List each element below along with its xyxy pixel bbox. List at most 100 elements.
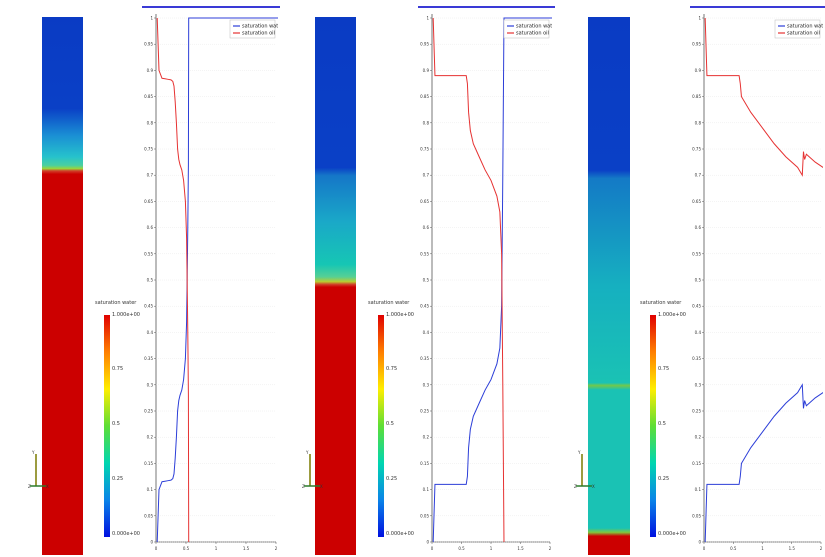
y-tick-label: 0.95 [420, 42, 429, 47]
y-tick-label: 0.65 [692, 199, 701, 204]
y-tick-label: 0.9 [147, 68, 154, 73]
legend-box [503, 19, 550, 39]
y-tick-label: 0.2 [695, 435, 702, 440]
x-tick-label: 2 [820, 546, 823, 551]
line-chart-1: 0 0.05 0.1 0.15 0.2 0.25 0.3 0.35 0.4 0.45 0.5 0.55… [144, 14, 278, 551]
y-tick-label: 1 [150, 16, 153, 21]
y-tick-label: 0.1 [423, 487, 430, 492]
axis-orientation-glyph: Y Z X [28, 450, 49, 489]
y-tick-label: 0.5 [423, 278, 430, 283]
y-tick-label: 0.3 [147, 382, 154, 387]
y-tick-label: 0.25 [420, 409, 429, 414]
axis-label-x: X [46, 484, 49, 489]
y-tick-label: 0.55 [420, 251, 429, 256]
saturation-column-1 [42, 17, 83, 555]
y-tick-label: 0.35 [144, 356, 153, 361]
colorbar-label: 0.000e+00 [658, 531, 686, 537]
colorbar-label: 0.000e+00 [386, 531, 414, 537]
y-tick-label: 0.45 [692, 304, 701, 309]
colorbar-label: 0.5 [112, 421, 120, 427]
legend-label: saturation water [787, 24, 823, 30]
y-tick-label: 0.1 [695, 487, 702, 492]
x-tick-label: 1.5 [517, 546, 524, 551]
legend-label: saturation oil [787, 31, 820, 37]
x-tick-label: 0.5 [730, 546, 737, 551]
y-tick-label: 0.9 [423, 68, 430, 73]
colorbar-label: 0.75 [112, 366, 124, 372]
axis-label-z: Z [302, 484, 305, 489]
y-tick-label: 0.35 [420, 356, 429, 361]
axis-label-z: Z [574, 484, 577, 489]
legend-label: saturation oil [516, 31, 549, 37]
y-tick-label: 0.5 [147, 278, 154, 283]
axis-label-x: X [592, 484, 595, 489]
colorbar-label: 0.75 [386, 366, 398, 372]
y-tick-label: 0.65 [144, 199, 153, 204]
panel-3: saturation water 1.000e+00 0.75 0.5 0.25… [555, 0, 825, 557]
y-tick-label: 0.8 [423, 120, 430, 125]
saturation-column-2 [315, 17, 356, 555]
x-tick-label: 1 [490, 546, 493, 551]
colorbar-label: 0.25 [658, 476, 670, 482]
panel-1: saturation water 1.000e+00 0.75 0.5 0.25… [0, 0, 280, 557]
y-tick-label: 0.05 [420, 513, 429, 518]
series-line-oil [156, 17, 190, 543]
colorbar-label: 0.5 [386, 421, 394, 427]
series-line-water [432, 17, 552, 543]
y-tick-label: 0 [426, 540, 429, 545]
series-line-oil [432, 17, 505, 543]
legend-label: saturation water [242, 24, 278, 30]
legend-box [229, 19, 276, 39]
y-tick-label: 0.4 [423, 330, 430, 335]
view-border-top [142, 6, 280, 8]
y-tick-label: 0.1 [147, 487, 154, 492]
y-tick-label: 0.8 [147, 120, 154, 125]
y-tick-label: 0.45 [144, 304, 153, 309]
y-tick-label: 0.85 [420, 94, 429, 99]
colorbar-label: 1.000e+00 [112, 312, 140, 318]
colorbar-label: 0.75 [658, 366, 670, 372]
colorbar-label: 0.000e+00 [112, 531, 140, 537]
panel-2: saturation water 1.000e+00 0.75 0.5 0.25… [280, 0, 555, 557]
y-tick-label: 0.85 [144, 94, 153, 99]
axis-orientation-glyph: Y Z X [574, 450, 595, 489]
y-tick-label: 0.45 [420, 304, 429, 309]
y-tick-label: 0.75 [692, 147, 701, 152]
colorbar-label: 0.25 [386, 476, 398, 482]
y-tick-label: 0.3 [695, 382, 702, 387]
y-tick-label: 0.3 [423, 382, 430, 387]
y-tick-label: 0.8 [695, 120, 702, 125]
colorbar [650, 315, 656, 537]
legend-box [774, 19, 821, 39]
y-tick-label: 0.5 [695, 278, 702, 283]
line-chart-2: 0 0.05 0.1 0.15 0.2 0.25 0.3 0.35 0.4 0.45 0.5 0.55… [420, 14, 552, 551]
series-line-water [156, 17, 278, 543]
colorbar [378, 315, 384, 537]
y-tick-label: 1 [426, 16, 429, 21]
y-tick-label: 0.25 [144, 409, 153, 414]
saturation-column-3 [588, 17, 630, 555]
y-tick-label: 0.6 [695, 225, 702, 230]
x-tick-label: 0 [431, 546, 434, 551]
y-tick-label: 0.85 [692, 94, 701, 99]
colorbar-label: 0.5 [658, 421, 666, 427]
colorbar-label: 0.25 [112, 476, 124, 482]
y-tick-label: 0.2 [147, 435, 154, 440]
y-tick-label: 0.7 [147, 173, 154, 178]
y-tick-label: 0.15 [692, 461, 701, 466]
y-tick-label: 0.4 [695, 330, 702, 335]
y-tick-label: 0.05 [144, 513, 153, 518]
y-tick-label: 0.65 [420, 199, 429, 204]
y-tick-label: 0.6 [147, 225, 154, 230]
y-tick-label: 1 [698, 16, 701, 21]
axis-label-x: X [320, 484, 323, 489]
series-line-water [704, 383, 823, 543]
legend-label: saturation oil [242, 31, 275, 37]
y-tick-label: 0.2 [423, 435, 430, 440]
y-tick-label: 0.95 [144, 42, 153, 47]
axis-label-y: Y [305, 450, 309, 455]
legend-label: saturation water [516, 24, 552, 30]
y-tick-label: 0.95 [692, 42, 701, 47]
y-tick-label: 0.7 [695, 173, 702, 178]
x-tick-label: 2 [549, 546, 552, 551]
